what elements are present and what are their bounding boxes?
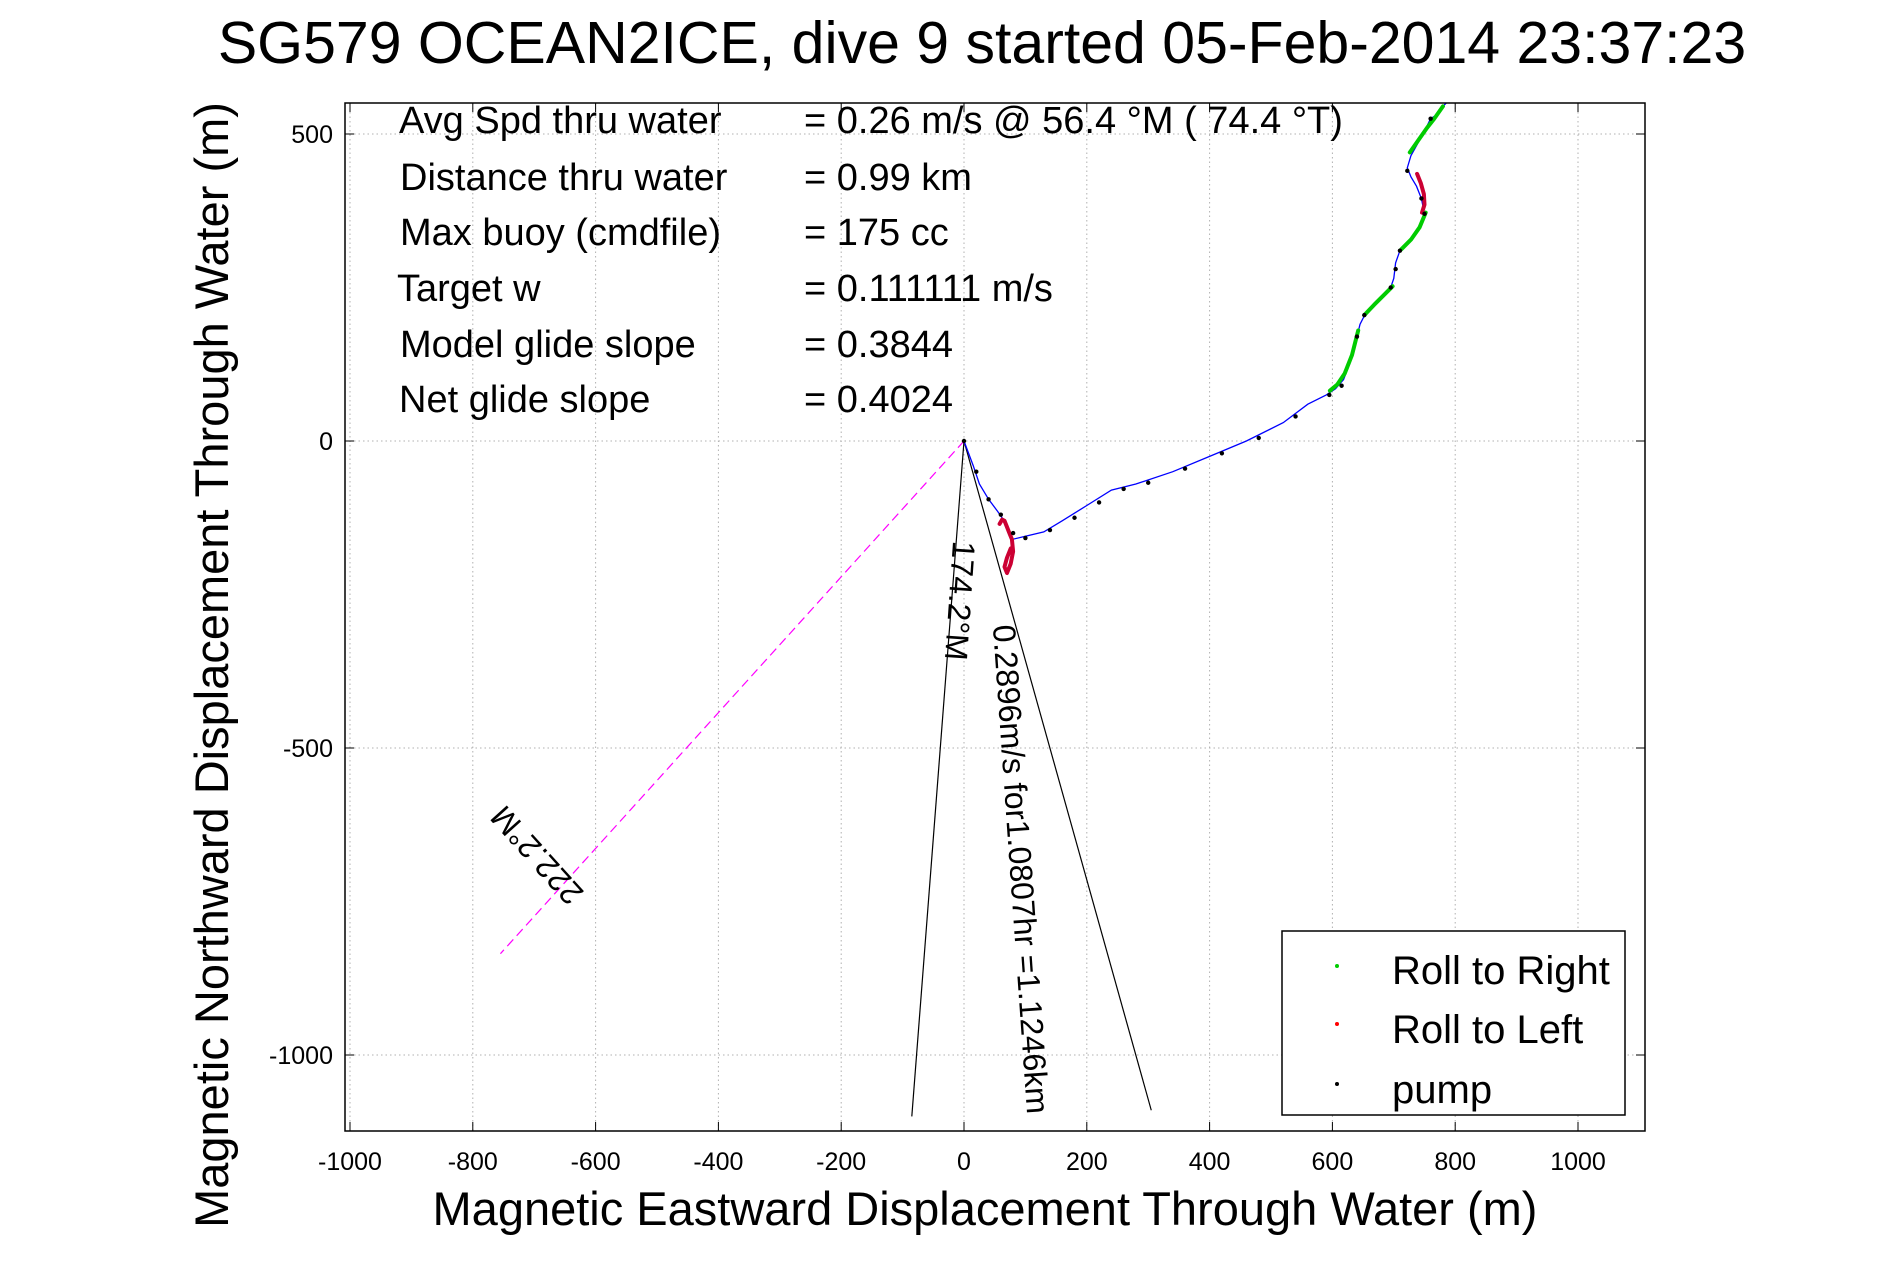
pump-point [1219,451,1225,456]
current-wedge-right-line [963,440,1152,1111]
pump-point [1397,248,1403,253]
pump-point [986,497,991,502]
y-tick-label: 500 [291,121,333,149]
pump-point [1422,211,1427,217]
roll-left-segment [1415,171,1427,215]
pump-point [1393,266,1398,272]
pump-point [1405,168,1410,174]
stat-label: Distance thru water [400,157,728,199]
pump-point [961,438,967,444]
x-tick-label: -1000 [318,1148,382,1176]
pump-point [1362,312,1367,318]
plot-frame [344,102,1646,1132]
dive-statistics: Avg Spd thru water = 0.26 m/s @ 56.4 °M (… [397,100,1343,421]
pump-point [1047,527,1053,533]
pump-point [1339,383,1344,388]
stat-label: Avg Spd thru water [399,100,722,142]
y-axis-ticks: -1000 -500 0 500 [269,121,1645,1070]
pump-point [1072,515,1077,520]
chart-title: SG579 OCEAN2ICE, dive 9 started 05-Feb-2… [218,10,1746,76]
target-heading-dashed-line [499,440,965,955]
pump-point [1327,392,1332,398]
legend-label-roll-left: Roll to Left [1392,1008,1583,1052]
x-tick-label: 0 [957,1148,971,1176]
stat-label: Max buoy (cmdfile) [400,212,721,254]
pump-point [1428,116,1433,121]
stat-value: = 0.26 m/s @ 56.4 °M ( 74.4 °T) [804,100,1343,142]
y-axis-label: Magnetic Northward Displacement Through … [185,102,238,1228]
pump-point [1354,334,1360,339]
target-heading-line [499,440,965,955]
current-wedge-left-line [911,440,965,1117]
pump-point [1256,435,1261,441]
x-axis-label: Magnetic Eastward Displacement Through W… [433,1182,1538,1235]
legend-label-roll-right: Roll to Right [1392,949,1610,993]
x-tick-label: -600 [571,1148,621,1176]
current-heading-label: 174.2°M [938,540,982,662]
roll-right-segment [1399,210,1428,252]
stat-value: = 0.3844 [804,324,953,366]
stat-label: Target w [397,268,541,310]
roll-left-segment [997,517,1016,575]
roll-right-segment [1407,104,1445,155]
x-tick-label: -200 [816,1148,866,1176]
legend-label-pump: pump [1392,1068,1492,1112]
legend-marker-pump [1335,1082,1339,1086]
pump-point [974,469,979,474]
pump-point [998,512,1004,517]
pump-point [1096,500,1102,505]
pump-point [1146,480,1151,485]
pump-point [1182,466,1188,471]
pump-point [1023,535,1028,541]
grid-lines [345,103,1645,1131]
current-wedge [911,440,1152,1117]
pump-point [1453,95,1457,99]
stat-value: = 175 cc [804,212,949,254]
legend-box [1281,930,1626,1116]
legend: Roll to Right Roll to Left pump [1281,930,1626,1116]
x-tick-label: 1000 [1550,1148,1606,1176]
stat-label: Net glide slope [399,379,650,421]
x-tick-label: 800 [1434,1148,1476,1176]
stat-value: = 0.111111 m/s [804,268,1053,310]
glider-track [961,95,1457,575]
x-tick-label: 200 [1066,1148,1108,1176]
x-axis-ticks: -1000 -800 -600 -400 -200 0 200 400 600 800 1000 [318,103,1606,1176]
pump-point [1293,414,1298,419]
pump-point [1010,530,1016,536]
roll-right-segment [1362,284,1395,318]
stat-value: = 0.99 km [804,157,972,199]
x-tick-label: -400 [693,1148,743,1176]
roll-right-segment [1327,328,1361,393]
y-tick-label: -500 [283,735,333,763]
legend-marker-roll-right [1335,964,1339,968]
x-tick-label: -800 [448,1148,498,1176]
stat-label: Model glide slope [400,324,696,366]
y-tick-label: 0 [319,428,333,456]
pump-point [1388,285,1393,290]
x-tick-label: 400 [1189,1148,1231,1176]
legend-marker-roll-left [1335,1022,1339,1026]
x-tick-label: 600 [1312,1148,1354,1176]
y-tick-label: -1000 [269,1042,333,1070]
pump-point [1419,196,1424,201]
stat-value: = 0.4024 [804,379,953,421]
pump-point [1121,486,1126,492]
